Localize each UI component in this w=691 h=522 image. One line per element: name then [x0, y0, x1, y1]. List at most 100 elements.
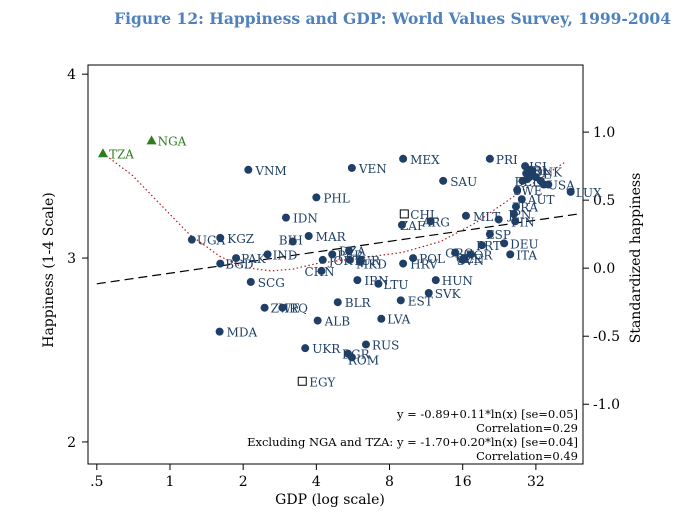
point-label-nga: NGA — [158, 134, 187, 148]
point-label-ukr: UKR — [312, 342, 341, 356]
point-label-scg: SCG — [258, 276, 285, 290]
point-gbr — [523, 175, 532, 183]
point-prt — [477, 241, 486, 250]
point-scg — [246, 277, 255, 286]
y-axis-right: 1.0 0.5 0.0 -0.5 -1.0 — [583, 125, 620, 413]
x-tick-label-4: 8 — [385, 474, 394, 490]
point-label-est: EST — [408, 294, 433, 308]
plot-frame — [87, 64, 584, 465]
point-egy2 — [345, 255, 354, 264]
fit-correlation: Correlation=0.29 — [476, 421, 578, 435]
point-label-mlt: MLT — [473, 210, 500, 224]
y-tick-label-1: 3 — [67, 251, 76, 267]
data-points — [97, 135, 575, 386]
point-uga — [187, 235, 196, 244]
point-ita — [506, 250, 515, 259]
point-label-mar: MAR — [316, 230, 347, 244]
point-label-swe: SWE — [513, 184, 542, 198]
point-aut — [517, 195, 526, 204]
x-tick-label-3: 4 — [312, 474, 321, 490]
point-blr — [333, 298, 342, 307]
point-pak — [232, 254, 241, 263]
x-tick-label-0: .5 — [90, 474, 103, 490]
point-svk — [424, 289, 433, 297]
point-label-pri: PRI — [496, 153, 518, 167]
point-label-fra: FRA — [512, 201, 538, 215]
point-label-chn: CHN — [304, 265, 334, 279]
point-label-bel: BEL — [515, 175, 541, 189]
point-isl — [521, 162, 530, 171]
point-label-isl: ISL — [529, 160, 550, 174]
point-label-tza: TZA — [109, 147, 134, 161]
point-ukr — [301, 344, 310, 353]
point-label-usa: USA — [548, 179, 575, 193]
point-fra — [511, 202, 520, 211]
point-nor — [544, 180, 553, 189]
point-label-pol: POL — [419, 252, 445, 266]
point-label-vnm: VNM — [254, 164, 286, 178]
figure-title: Figure 12: Happiness and GDP: World Valu… — [114, 9, 671, 28]
fit-equation-excluding: Excluding NGA and TZA: y = -1.70+0.20*ln… — [247, 435, 578, 449]
y-axis-right-label: Standardized happiness — [628, 173, 644, 344]
point-label-kgz: KGZ — [227, 232, 254, 246]
point-mlt — [461, 211, 470, 220]
point-zaf — [397, 220, 406, 229]
point-label-bih: BIH — [279, 234, 303, 248]
x-tick-label-5: 16 — [454, 474, 472, 490]
point-label-phl: PHL — [323, 191, 350, 205]
point-label-tur: TUR — [353, 254, 381, 268]
point-tur — [356, 255, 365, 264]
point-label-lux: LUX — [576, 186, 602, 200]
point-label-jpn: JPN — [506, 208, 531, 222]
point-label-prt: PRT — [476, 239, 501, 253]
point-label-rom: ROM — [348, 353, 379, 367]
point-label-zaf: ZAF — [400, 219, 425, 233]
point-alb — [313, 316, 322, 325]
point-label-fin: FIN — [511, 215, 535, 229]
point-label-sau: SAU — [450, 175, 477, 189]
point-hun — [431, 276, 440, 285]
point-label-hun: HUN — [442, 274, 473, 288]
point-sau — [439, 176, 448, 185]
point-aus — [531, 173, 540, 182]
point-label-irl: IRL — [528, 164, 550, 178]
point-label-idn: IDN — [293, 212, 318, 226]
point-zwe — [260, 303, 269, 312]
point-tza — [97, 148, 108, 158]
fit-lines — [96, 152, 579, 285]
point-label-jor: JOR — [327, 254, 354, 268]
x-tick-label-1: 1 — [166, 474, 175, 490]
point-label-bgd: BGD — [225, 258, 253, 272]
point-nga — [146, 135, 157, 145]
point-kor — [466, 250, 475, 259]
point-mex — [399, 154, 408, 163]
point-label-lva: LVA — [387, 313, 410, 327]
point-phl — [312, 193, 321, 202]
point-label-cze: CZE — [456, 252, 482, 266]
point-swe — [513, 186, 522, 195]
y-axis-left: 2 3 4 — [67, 67, 88, 451]
point-label-egy: EGY — [309, 375, 336, 389]
y2-tick-label-2: 0.0 — [593, 261, 615, 277]
point-vnm — [244, 165, 253, 174]
point-bih — [288, 237, 297, 246]
point-label-grc: GRC — [445, 247, 473, 261]
point-fin — [511, 217, 520, 226]
point-label-arg: ARG — [422, 215, 450, 229]
point-label-bgr: BGR — [342, 348, 371, 362]
point-label-mda: MDA — [227, 326, 258, 340]
point-label-zwe: ZWE — [271, 302, 300, 316]
point-mar — [304, 232, 313, 240]
point-bgd — [216, 259, 225, 268]
point-cze — [460, 254, 469, 263]
point-ven — [347, 163, 356, 172]
point-per — [328, 250, 337, 259]
point-label-nzl: NZL — [524, 167, 551, 181]
x-axis-label: GDP (log scale) — [275, 492, 385, 508]
x-axis: .5 1 2 4 8 16 32 — [90, 464, 545, 490]
point-label-ven: VEN — [358, 162, 387, 176]
point-dza — [344, 246, 353, 255]
point-rus — [361, 340, 370, 349]
